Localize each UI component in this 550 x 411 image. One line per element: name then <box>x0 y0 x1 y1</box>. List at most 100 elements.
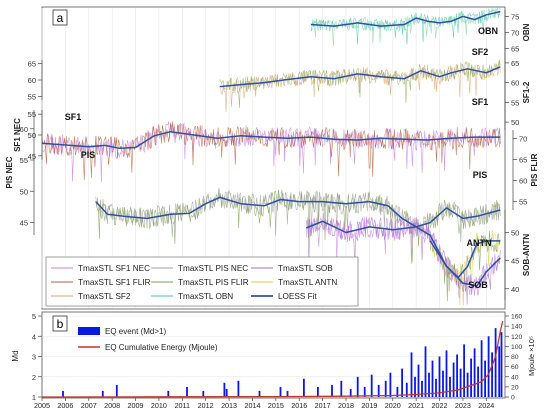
b-left-tick-label: 3 <box>32 353 36 362</box>
eq-event-bar-51 <box>498 346 501 397</box>
axis-title-R2: SF1-2 <box>522 81 531 103</box>
eq-event-bar-32 <box>431 360 434 397</box>
panel-a-series-labels: OBN SF2 SF1 SF1 PIS PIS ANTN SOB <box>65 26 498 290</box>
eq-event-bar-14 <box>331 384 333 397</box>
eq-event-bar-1 <box>101 390 104 397</box>
panel-a-axes: 45 50 55 SF1 NEC 45 50 55 60 PIS NEC 55 60 65 65 70 75… <box>5 10 539 300</box>
panel-a-label-box <box>52 9 68 26</box>
eq-event-bar-38 <box>452 362 455 397</box>
eq-event-bar-15 <box>340 380 343 397</box>
eq-event-bar-30 <box>424 346 427 397</box>
eq-event-bar-3 <box>167 390 170 397</box>
eq-event-bar-31 <box>428 372 430 397</box>
axis-tick-label-R4: 50 <box>511 229 519 238</box>
eq-event-bar-42 <box>466 372 469 397</box>
eq-event-bar-5 <box>202 390 205 397</box>
series-label-sf1: SF1 <box>472 97 489 107</box>
axis-tick-label-R1: 70 <box>511 29 519 38</box>
x-tick-label: 2013 <box>221 401 237 410</box>
axis-title-R4: SOB-ANTN <box>522 234 531 276</box>
axis-tick-label-R1: 65 <box>511 45 519 54</box>
raw-series-OBN-0 <box>310 8 501 45</box>
series-label-pis: PIS <box>81 150 96 160</box>
axis-tick-label-R3: 65 <box>519 155 527 164</box>
axis-tick-label-L1: 55 <box>28 110 36 119</box>
eq-event-bar-10 <box>279 386 282 397</box>
axis-tick-label-L3: 55 <box>28 93 36 102</box>
eq-event-bar-26 <box>410 352 413 397</box>
loess-fit-SF1-2 <box>41 130 501 150</box>
eq-event-bar-50 <box>494 328 497 397</box>
legend-label: TmaxSTL SF1 FLIR <box>78 278 151 287</box>
eq-event-bar-11 <box>286 390 289 397</box>
axis-title-R3: PIS FLIR <box>530 153 539 186</box>
series-label-antn: ANTN <box>467 238 492 248</box>
eq-event-bar-21 <box>384 380 387 397</box>
b-right-tick-label: 0 <box>511 395 515 402</box>
axis-title-L1: SF1 NEC <box>13 118 22 152</box>
raw-series-OBN-1 <box>310 5 501 47</box>
loess-fit-SF2-1 <box>219 66 501 88</box>
eq-event-bar-4 <box>186 386 188 397</box>
axis-tick-label-L2: 45 <box>20 219 28 228</box>
panel-a-legend: TmaxSTL SF1 NEC TmaxSTL PIS NEC TmaxSTL SO… <box>45 256 359 307</box>
x-tick-label: 2010 <box>151 401 167 410</box>
legend-label: TmaxSTL SOB <box>278 264 333 273</box>
eq-event-bar-8 <box>237 380 240 397</box>
legend-label: TmaxSTL ANTN <box>278 278 337 287</box>
x-tick-label: 2022 <box>432 401 448 410</box>
x-tick-label: 2018 <box>338 401 354 410</box>
b-right-tick-label: 140 <box>511 324 523 331</box>
eq-event-bar-35 <box>442 370 444 397</box>
axis-tick-label-R4: 45 <box>511 257 519 266</box>
eq-event-bar-27 <box>414 376 416 398</box>
axis-tick-label-R2: 60 <box>511 79 519 88</box>
b-right-tick-label: 20 <box>511 384 519 391</box>
x-tick-label: 2011 <box>175 401 190 410</box>
legend-label: TmaxSTL OBN <box>178 292 233 301</box>
b-right-tick-label: 100 <box>511 344 523 351</box>
eq-event-bar-25 <box>405 382 408 397</box>
b-right-tick-label: 40 <box>511 374 519 381</box>
b-right-tick-label: 120 <box>511 334 523 341</box>
b-left-tick-label: 5 <box>32 312 36 321</box>
raw-series-SF1-0 <box>41 121 501 183</box>
eq-event-bar-18 <box>363 386 366 397</box>
b-right-tick-label: 60 <box>511 364 519 371</box>
raw-series-PIS-1 <box>95 187 501 243</box>
panel-a-loess-fits <box>41 10 501 287</box>
eq-event-bar-16 <box>349 388 352 397</box>
eq-event-bar-22 <box>389 372 392 397</box>
eq-event-bar-20 <box>377 384 380 397</box>
eq-event-bar-36 <box>445 350 448 397</box>
legend-label: TmaxSTL PIS FLIR <box>178 278 249 287</box>
axis-title-L2: PIS NEC <box>5 156 14 188</box>
axis-tick-label-L2: 55 <box>20 156 28 165</box>
eq-event-bar-39 <box>456 354 458 397</box>
axis-tick-label-L3: 60 <box>28 76 36 85</box>
axis-tick-label-R1: 75 <box>511 12 519 21</box>
eq-event-bar-41 <box>463 344 465 397</box>
series-label-obn: OBN <box>478 26 498 36</box>
legend-label: TmaxSTL SF1 NEC <box>78 264 150 273</box>
axis-tick-label-L1: 45 <box>28 152 36 161</box>
eq-event-bar-13 <box>317 386 319 397</box>
x-tick-label: 2006 <box>57 401 73 410</box>
panel-b-label-box <box>52 315 68 332</box>
axis-tick-label-L1: 50 <box>28 131 36 140</box>
eq-event-bar-0 <box>62 390 64 397</box>
axis-tick-label-R3: 70 <box>519 134 527 143</box>
eq-event-bar-34 <box>438 356 441 397</box>
eq-event-bar-7 <box>225 388 228 397</box>
axis-tick-label-R2: 50 <box>511 118 519 127</box>
raw-series-SF1-1 <box>41 121 501 181</box>
eq-event-bar-49 <box>491 352 493 397</box>
axis-tick-label-L3: 65 <box>28 59 36 68</box>
b-left-axis-title: Md <box>11 350 20 361</box>
legend-box <box>45 256 359 307</box>
b-left-tick-label: 4 <box>32 332 36 341</box>
panel-b-bars <box>62 328 503 398</box>
eq-event-bar-12 <box>303 378 305 397</box>
series-label-pis: PIS <box>473 170 488 180</box>
x-tick-label: 2020 <box>385 401 401 410</box>
